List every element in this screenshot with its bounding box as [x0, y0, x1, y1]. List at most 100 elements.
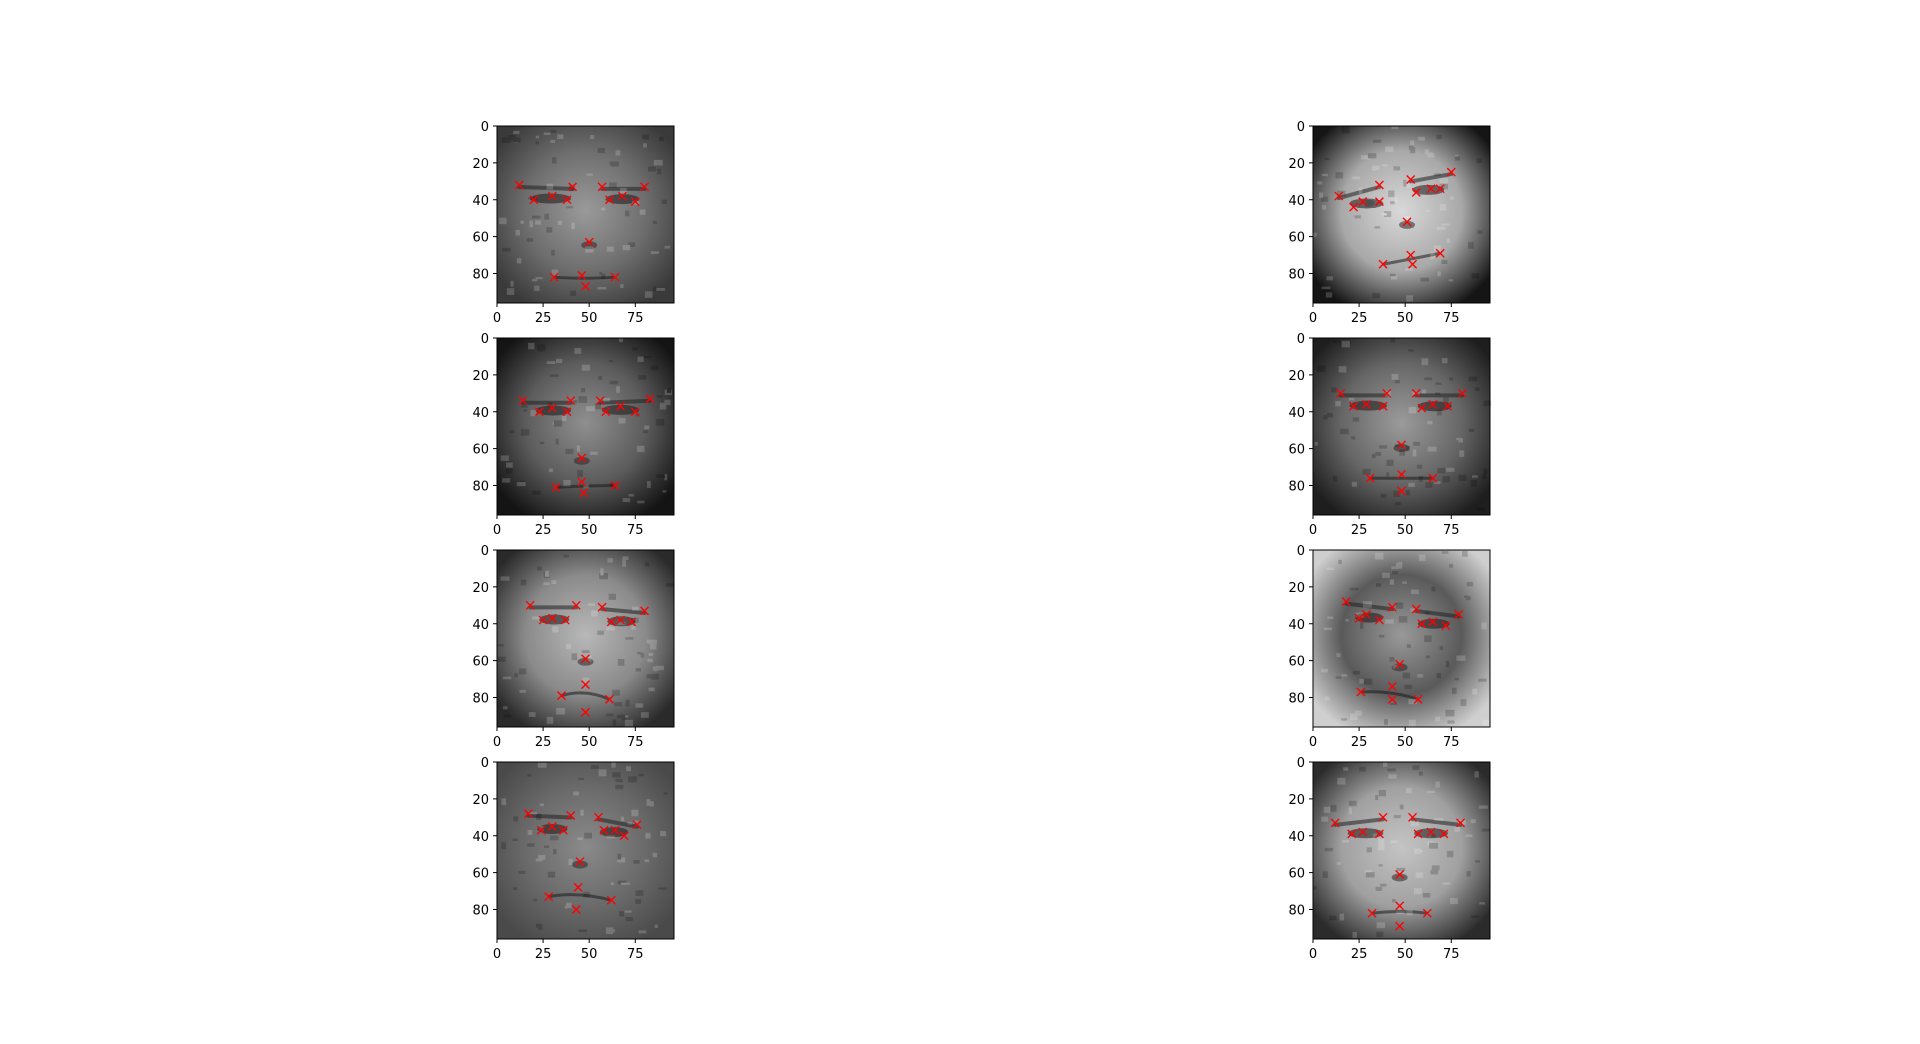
- keypoint-marker: [597, 182, 607, 192]
- image-texture: [1313, 126, 1483, 302]
- face-features: [1336, 172, 1454, 266]
- x-tick-label: 75: [627, 311, 644, 326]
- keypoint-marker: [1347, 829, 1357, 839]
- x-tick-label: 25: [1351, 947, 1368, 962]
- keypoint-marker: [514, 180, 524, 190]
- keypoint-marker: [1354, 613, 1364, 623]
- keypoint-marker: [1330, 818, 1340, 828]
- x-tick-label: 75: [627, 735, 644, 750]
- keypoint-marker: [1334, 191, 1344, 201]
- y-tick-label: 20: [472, 369, 489, 384]
- keypoint-marker: [606, 617, 616, 627]
- y-tick-label: 40: [1288, 618, 1305, 633]
- keypoint-marker: [1408, 259, 1418, 269]
- x-tick-label: 0: [493, 523, 501, 538]
- keypoint-marker: [1402, 217, 1412, 227]
- axes-frame: [496, 761, 675, 940]
- x-tick-label: 25: [535, 523, 552, 538]
- x-tick-label: 25: [1351, 311, 1368, 326]
- keypoint-marker: [599, 825, 609, 835]
- face-image: [1313, 126, 1490, 303]
- keypoint-marker: [1443, 401, 1453, 411]
- y-tick-label: 20: [1288, 157, 1305, 172]
- x-tick-label: 25: [1351, 735, 1368, 750]
- keypoint-marker: [581, 680, 590, 690]
- keypoint-marker: [1417, 619, 1427, 629]
- keypoint-marker: [1395, 659, 1405, 669]
- y-tick-label: 0: [481, 120, 489, 135]
- x-tick-label: 0: [493, 947, 501, 962]
- y-tick-label: 80: [472, 904, 489, 919]
- x-tick-label: 50: [1397, 311, 1414, 326]
- keypoint-marker: [1387, 694, 1397, 704]
- y-tick-label: 80: [472, 692, 489, 707]
- keypoint-marker: [536, 825, 546, 835]
- keypoint-marker: [1374, 180, 1384, 190]
- keypoint-marker: [1406, 250, 1416, 260]
- x-tick-label: 50: [581, 735, 598, 750]
- keypoint-marker: [1395, 921, 1405, 931]
- keypoint-marker: [1428, 473, 1438, 483]
- keypoint-marker: [1374, 197, 1384, 207]
- x-tick-label: 75: [1443, 311, 1460, 326]
- y-tick-label: 60: [472, 231, 489, 246]
- x-tick-label: 75: [627, 523, 644, 538]
- y-tick-label: 60: [472, 867, 489, 882]
- y-tick-label: 40: [472, 194, 489, 209]
- x-tick-label: 75: [1443, 947, 1460, 962]
- x-tick-label: 0: [493, 735, 501, 750]
- face-features: [520, 398, 653, 489]
- face-features: [517, 185, 647, 280]
- keypoint-marker: [1454, 610, 1464, 620]
- x-tick-label: 75: [1443, 735, 1460, 750]
- y-tick-label: 0: [1297, 332, 1305, 347]
- image-texture: [497, 554, 674, 727]
- keypoint-marker: [1439, 829, 1449, 839]
- x-tick-label: 50: [581, 523, 598, 538]
- axes-frame: [1312, 125, 1491, 304]
- keypoint-marker: [538, 615, 548, 625]
- keypoint-marker: [1411, 187, 1421, 197]
- y-tick-label: 20: [1288, 581, 1305, 596]
- x-tick-label: 50: [581, 947, 598, 962]
- keypoint-marker: [1457, 388, 1467, 398]
- keypoint-marker: [632, 820, 642, 830]
- keypoint-marker: [1413, 829, 1423, 839]
- keypoint-marker: [601, 407, 611, 417]
- keypoint-marker: [1411, 604, 1421, 614]
- keypoint-marker: [534, 407, 544, 417]
- keypoint-marker: [547, 822, 557, 832]
- y-tick-label: 80: [472, 268, 489, 283]
- subplot-7: 0 25 50 75 0 20 40 60 80: [1288, 544, 1491, 750]
- keypoint-marker: [617, 191, 627, 201]
- subplot-3: 0 25 50 75 0 20 40 60 80: [472, 544, 675, 750]
- y-tick-label: 80: [1288, 480, 1305, 495]
- keypoint-marker: [619, 831, 629, 841]
- y-tick-label: 0: [1297, 544, 1305, 559]
- keypoint-marker: [1395, 869, 1405, 879]
- keypoint-marker: [1408, 812, 1418, 822]
- keypoint-marker: [568, 182, 578, 192]
- x-tick-label: 25: [535, 735, 552, 750]
- keypoint-marker: [518, 396, 528, 406]
- x-tick-label: 0: [1309, 523, 1317, 538]
- keypoint-marker: [551, 482, 561, 492]
- keypoint-marker: [1456, 818, 1465, 828]
- x-tick-label: 0: [493, 311, 501, 326]
- keypoint-marker: [1406, 174, 1416, 184]
- keypoint-marker: [593, 812, 603, 822]
- y-tick-label: 40: [472, 618, 489, 633]
- x-tick-label: 75: [627, 947, 644, 962]
- axes-frame: [1312, 337, 1491, 516]
- keypoint-marker: [1428, 399, 1438, 409]
- keypoint-marker: [529, 195, 539, 205]
- y-tick-label: 60: [472, 443, 489, 458]
- x-tick-label: 25: [535, 947, 552, 962]
- keypoint-marker: [523, 809, 533, 819]
- keypoint-marker: [577, 453, 587, 463]
- keypoint-marker: [1435, 184, 1445, 194]
- axes-frame: [496, 337, 675, 516]
- subplot-5: 0 25 50 75 0 20 40 60 80: [1288, 120, 1491, 326]
- keypoint-marker: [1397, 440, 1406, 450]
